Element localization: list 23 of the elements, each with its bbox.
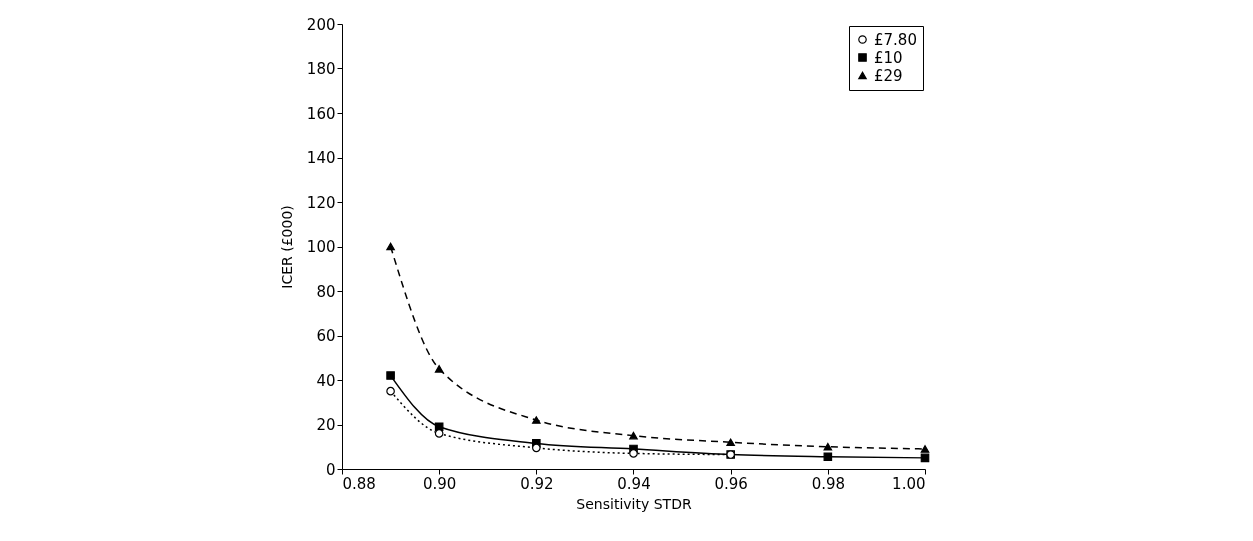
y-tick-label: 60 [316, 327, 336, 345]
y-tick-label: 80 [316, 282, 336, 301]
y-tick-label: 0 [325, 460, 336, 479]
legend-label: £7.80 [874, 30, 917, 49]
y-tick-label: 160 [306, 104, 336, 123]
y-tick-label: 120 [306, 193, 336, 212]
x-tick-label: 0.96 [714, 474, 748, 493]
y-tick-label: 100 [306, 238, 336, 256]
y-tick-label: 140 [306, 149, 336, 167]
y-axis-title: ICER (£000) [278, 205, 295, 289]
legend-label: £29 [874, 66, 903, 85]
y-tick-label: 200 [306, 15, 336, 34]
y-tick-label: 180 [306, 60, 336, 78]
legend-label: £10 [874, 48, 903, 67]
x-tick-label: 0.92 [520, 474, 554, 493]
x-tick-label: 0.94 [617, 474, 651, 493]
x-tick-label: 0.98 [811, 474, 846, 493]
x-axis-title: Sensitivity STDR [576, 495, 692, 512]
x-tick-label: 0.90 [422, 474, 457, 493]
y-tick-label: 40 [316, 371, 336, 390]
x-tick-label: 0.88 [342, 474, 376, 493]
x-tick-label: 1.00 [892, 474, 926, 493]
y-tick-label: 20 [316, 416, 336, 434]
